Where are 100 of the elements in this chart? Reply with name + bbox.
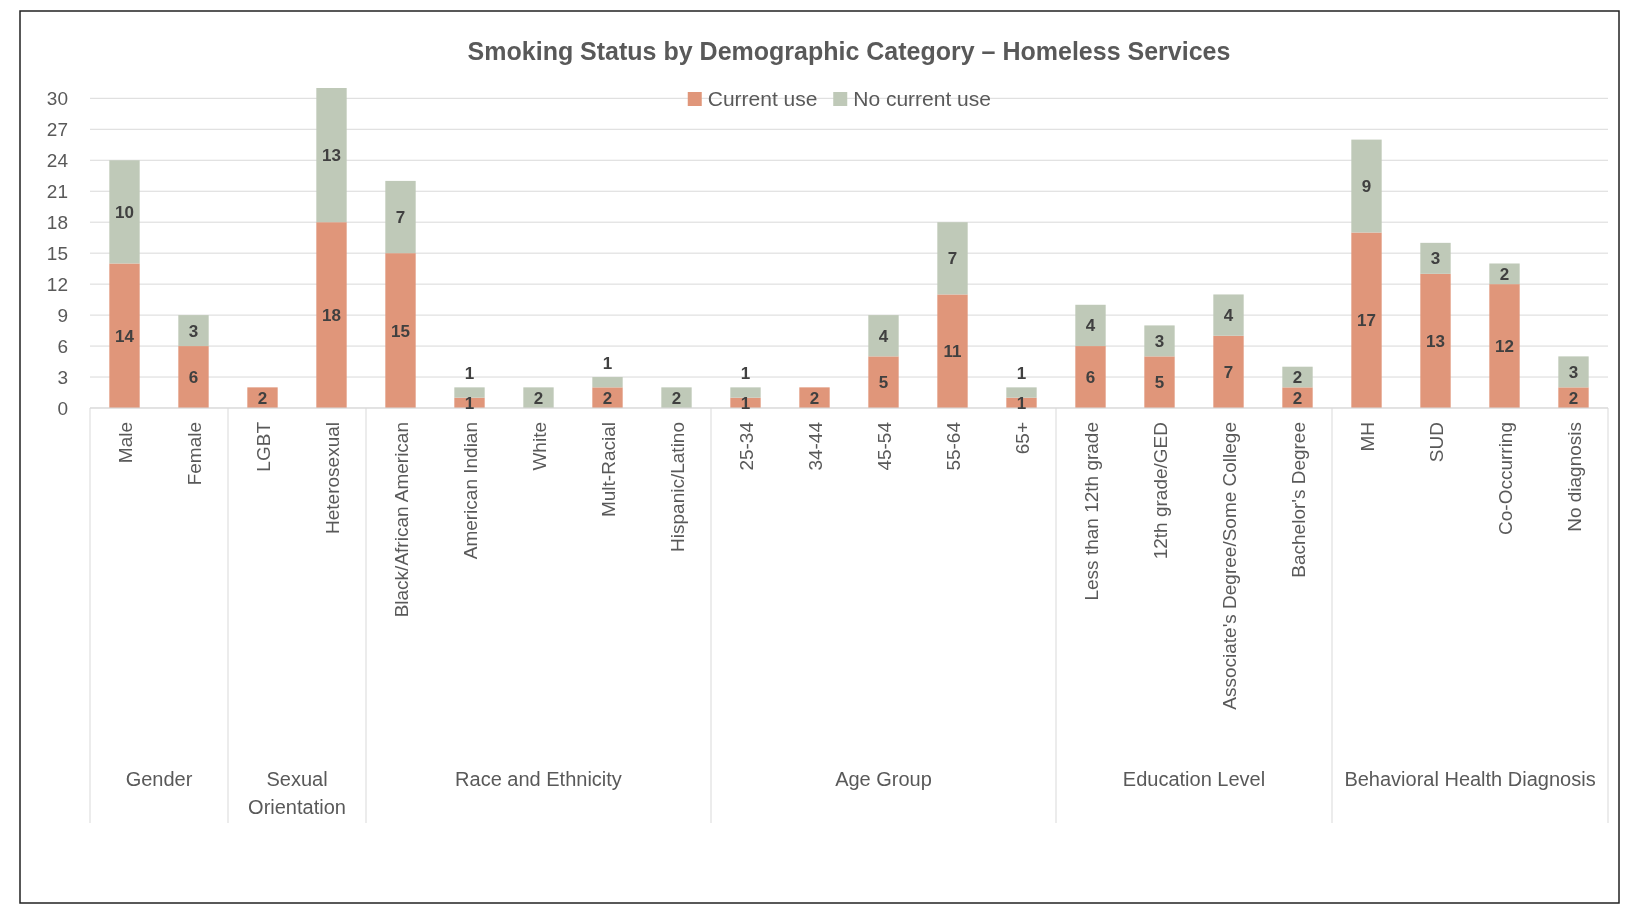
data-label: 2 — [1499, 264, 1510, 284]
data-label: 7 — [1223, 362, 1234, 382]
x-tick-label: 55-64 — [942, 421, 964, 471]
y-tick-label: 15 — [46, 243, 68, 265]
data-label: 2 — [1292, 368, 1303, 388]
bar — [1351, 232, 1382, 408]
bar — [385, 180, 416, 254]
bar — [178, 346, 209, 408]
x-tick-label: 25-34 — [735, 421, 757, 471]
bar — [937, 294, 968, 408]
x-tick-label: MH — [1356, 422, 1378, 452]
y-tick-label: 18 — [46, 212, 68, 234]
text: Sexual Orientation — [248, 768, 346, 818]
bar — [868, 356, 899, 408]
bar — [1075, 346, 1106, 408]
data-label: 9 — [1361, 177, 1372, 197]
data-label: 1 — [1016, 393, 1027, 413]
bar — [592, 377, 623, 388]
x-tick-label: SUD — [1425, 422, 1447, 463]
bar — [937, 222, 968, 295]
text: Age Group — [835, 768, 932, 790]
data-label: 2 — [809, 388, 820, 408]
legend-label: No current use — [853, 87, 991, 110]
bar — [1420, 242, 1451, 274]
data-label: 3 — [1430, 249, 1441, 269]
data-label: 2 — [602, 388, 613, 408]
data-label: 13 — [322, 146, 341, 166]
x-tick-label: Heterosexual — [321, 422, 343, 534]
bar — [1006, 387, 1037, 398]
bar — [1213, 335, 1244, 408]
data-label: 4 — [1085, 316, 1096, 336]
bar — [316, 88, 347, 223]
bar — [1144, 356, 1175, 408]
data-label: 12 — [1495, 337, 1514, 357]
data-label: 3 — [188, 321, 199, 341]
x-tick-label: 34-44 — [804, 421, 826, 471]
x-tick-label: Male — [114, 422, 136, 464]
bar — [1213, 294, 1244, 336]
bar — [454, 387, 485, 398]
text: Education Level — [1122, 768, 1266, 790]
x-tick-label: American Indian — [459, 422, 481, 560]
data-label: 3 — [1154, 331, 1165, 351]
data-label: 5 — [878, 373, 889, 393]
data-label: 1 — [1016, 364, 1027, 384]
x-tick-label: Black/African American — [390, 422, 412, 618]
data-label: 2 — [1568, 388, 1579, 408]
y-tick-label: 3 — [57, 367, 68, 389]
data-label: 2 — [671, 388, 682, 408]
x-tick-label: LGBT — [252, 421, 274, 472]
bar — [730, 387, 761, 398]
data-label: 2 — [1292, 388, 1303, 408]
y-tick-label: 12 — [46, 274, 68, 296]
data-label: 10 — [115, 202, 134, 222]
bar — [868, 315, 899, 357]
data-label: 17 — [1357, 311, 1376, 331]
data-label: 13 — [1426, 331, 1445, 351]
data-label: 4 — [1223, 306, 1234, 326]
data-label: 7 — [395, 208, 406, 228]
data-label: 15 — [391, 321, 410, 341]
x-tick-label: 45-54 — [873, 421, 895, 471]
data-label: 11 — [943, 342, 962, 362]
bar — [1489, 284, 1520, 408]
bar — [1558, 356, 1589, 388]
data-label: 3 — [1568, 362, 1579, 382]
data-label: 7 — [947, 249, 958, 269]
bar — [178, 315, 209, 347]
text: Gender — [125, 768, 193, 790]
chart-title: Smoking Status by Demographic Category – Homeless Services — [467, 37, 1231, 65]
x-tick-label: Associate's Degree/Some College — [1218, 422, 1240, 710]
data-label: 6 — [1085, 368, 1096, 388]
y-tick-label: 30 — [46, 88, 68, 110]
bar — [1489, 263, 1520, 285]
data-label: 18 — [322, 306, 341, 326]
bar — [109, 160, 140, 264]
x-tick-label: Co-Occurring — [1494, 422, 1516, 535]
text: Behavioral Health Diagnosis — [1344, 768, 1596, 790]
y-tick-label: 0 — [57, 398, 68, 419]
y-tick-label: 21 — [46, 181, 68, 203]
bar — [109, 263, 140, 408]
bar — [316, 222, 347, 408]
bar — [1075, 304, 1106, 347]
x-tick-label: 65+ — [1011, 422, 1033, 455]
data-label: 1 — [464, 364, 475, 384]
x-tick-label: No diagnosis — [1563, 422, 1585, 532]
bar — [1144, 325, 1175, 357]
data-label: 4 — [878, 326, 889, 346]
data-label: 6 — [188, 368, 199, 388]
data-label: 1 — [740, 364, 751, 384]
data-label: 14 — [115, 326, 135, 346]
data-label: 1 — [740, 393, 751, 413]
x-tick-label: Female — [183, 422, 205, 486]
legend-label: Current use — [707, 87, 818, 110]
x-tick-label: White — [528, 422, 550, 471]
y-tick-label: 27 — [46, 119, 68, 141]
data-label: 5 — [1154, 373, 1165, 393]
y-tick-label: 24 — [46, 150, 69, 172]
x-tick-label: Bachelor's Degree — [1287, 422, 1309, 578]
x-tick-label: Mult-Racial — [597, 422, 619, 518]
y-tick-label: 6 — [57, 336, 68, 358]
x-tick-label: 12th grade/GED — [1149, 422, 1171, 560]
